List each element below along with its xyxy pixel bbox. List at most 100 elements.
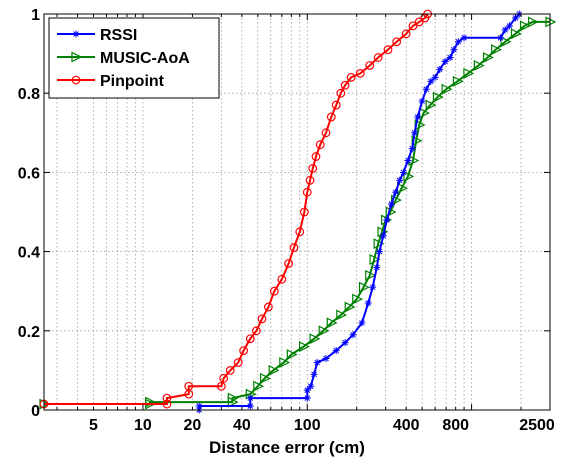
data-point-pinpoint [408,21,418,31]
data-point-music-aoa [352,293,364,305]
data-point-pinpoint [299,207,309,217]
data-point-pinpoint [225,366,235,375]
data-point-rssi [322,355,330,363]
data-point-music-aoa [377,226,389,238]
data-point-rssi [396,176,404,184]
data-point-music-aoa [344,301,356,313]
data-point-pinpoint [162,393,172,403]
data-point-pinpoint [162,399,172,409]
legend-marker-glyph [71,51,83,63]
y-tick-label: 0.4 [18,245,40,262]
data-point-rssi [313,358,321,366]
data-point-rssi [446,54,454,62]
data-point-rssi [408,145,416,153]
data-point-pinpoint [392,37,402,47]
data-point-music-aoa [432,91,444,103]
data-point-music-aoa [403,170,415,182]
legend-marker-rssi [72,30,80,38]
data-point-music-aoa [279,357,291,368]
data-point-music-aoa [286,349,298,361]
data-point-music-aoa [519,20,531,32]
data-point-rssi [427,77,435,85]
data-point-rssi [369,283,377,291]
x-tick-label: 2500 [519,417,555,434]
data-point-pinpoint [311,152,321,161]
data-point-pinpoint [308,164,318,173]
data-point-rssi [414,113,422,121]
data-point-rssi [411,129,419,137]
data-point-pinpoint [326,112,336,122]
x-tick-label: 400 [393,417,420,434]
legend-item-music-aoa: MUSIC-AoA [57,50,190,67]
data-point-rssi [387,200,395,208]
series-layer [39,9,557,414]
data-point-rssi [364,299,372,307]
y-tick-label: 0.2 [18,324,40,341]
data-point-rssi [441,58,449,66]
data-point-rssi [358,319,366,327]
legend-label-pinpoint: Pinpoint [100,73,165,90]
data-point-pinpoint [289,243,299,253]
data-point-rssi [303,394,311,402]
data-point-rssi [332,347,340,355]
data-point-music-aoa [473,60,485,71]
data-point-rssi [383,216,391,224]
data-point-music-aoa [268,364,280,376]
data-point-rssi [422,85,430,93]
data-point-rssi [392,188,400,196]
data-point-pinpoint [315,140,325,150]
x-tick-label: 5 [89,417,98,434]
data-point-rssi [373,263,381,271]
data-point-pinpoint [233,358,243,367]
data-point-pinpoint [302,187,312,197]
data-point-music-aoa [227,392,239,404]
data-point-pinpoint [346,72,356,82]
y-tick-label: 0.8 [18,86,40,103]
legend: RSSI MUSIC-AoA Pinpoint [48,17,220,99]
data-point-rssi [379,232,387,240]
y-tick-label: 0.6 [18,165,40,182]
data-point-rssi [454,38,462,46]
data-point-music-aoa [358,281,370,293]
data-point-rssi [195,402,203,410]
x-tick-label: 800 [442,417,469,434]
data-point-pinpoint [251,326,261,336]
legend-marker-music-aoa [71,51,83,63]
legend-item-rssi: RSSI [57,27,137,44]
data-point-pinpoint [331,100,341,110]
data-point-rssi [375,248,383,256]
data-point-music-aoa [365,269,377,281]
series-pinpoint [39,9,433,409]
data-point-music-aoa [259,372,271,384]
data-point-rssi [303,386,311,394]
data-point-music-aoa [411,135,423,147]
data-point-music-aoa [326,317,338,329]
data-point-music-aoa [309,333,321,345]
data-point-rssi [399,168,407,176]
data-point-rssi [246,394,254,402]
y-tick-label: 1 [31,7,40,24]
data-point-rssi [501,26,509,34]
data-point-rssi [310,370,318,378]
x-tick-label: 40 [233,417,251,434]
legend-marker-pinpoint [71,75,81,85]
data-point-pinpoint [355,68,365,78]
data-point-rssi [436,65,444,73]
plot-frame [43,13,551,411]
data-point-pinpoint [321,128,331,138]
legend-label-rssi: RSSI [100,27,137,44]
data-point-rssi [431,73,439,81]
data-point-rssi [307,382,315,390]
data-point-music-aoa [491,44,502,56]
x-axis-label: Distance error (cm) [209,438,365,457]
legend-marker-glyph [71,75,81,85]
series-rssi [195,10,523,414]
data-point-music-aoa [452,75,464,87]
data-point-rssi [246,402,254,410]
legend-label-music-aoa: MUSIC-AoA [100,50,190,67]
data-point-pinpoint [284,259,294,268]
data-point-pinpoint [277,274,287,284]
data-point-rssi [404,157,412,165]
data-point-rssi [341,339,349,347]
data-point-pinpoint [365,61,375,70]
